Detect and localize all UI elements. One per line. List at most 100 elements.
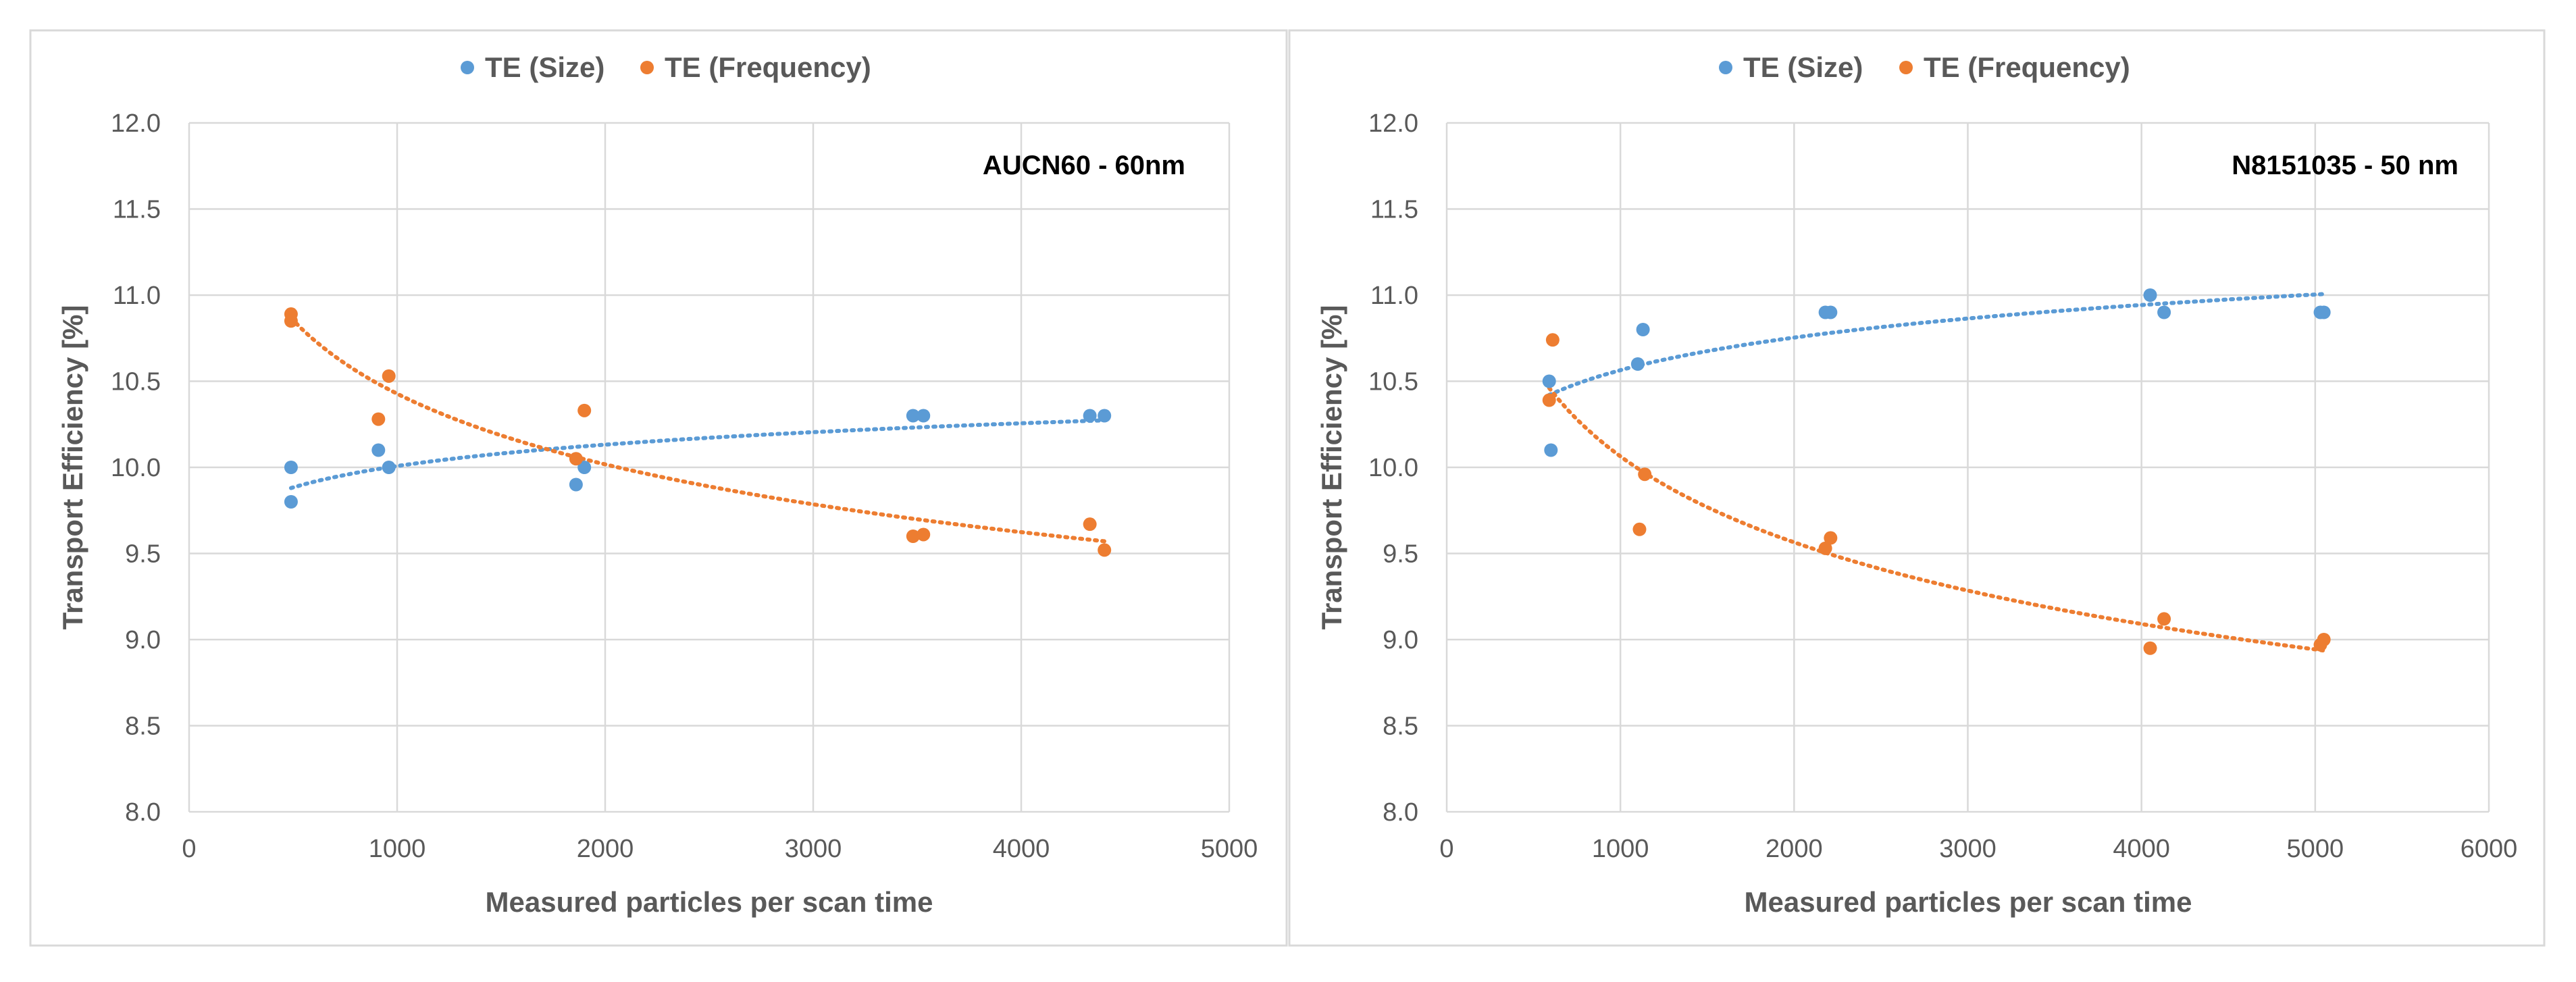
data-point-size [284, 495, 298, 509]
trendlines [1547, 292, 2326, 653]
y-axis-title: Transport Efficiency [%] [1316, 305, 1347, 630]
legend-marker-size [461, 61, 474, 74]
y-tick-label: 9.0 [1383, 626, 1418, 654]
y-tick-label: 8.0 [1383, 798, 1418, 827]
data-point-frequency [1098, 543, 1112, 557]
trendline-frequency [288, 316, 1107, 544]
chart-panel-n8151035: TE (Size) TE (Frequency) 8.0 8.5 9.0 9.5 10.… [1288, 29, 2546, 947]
legend-marker-size [1719, 61, 1732, 74]
data-point-size [569, 477, 583, 492]
data-point-size [1098, 409, 1112, 423]
x-tick-label: 6000 [2461, 835, 2518, 863]
data-point-frequency [1545, 333, 1560, 347]
data-point-frequency [906, 529, 920, 543]
legend: TE (Size) TE (Frequency) [1719, 51, 2130, 83]
data-point-size [1824, 305, 1838, 319]
x-axis-title: Measured particles per scan time [486, 886, 933, 918]
data-point-size [1544, 443, 1558, 457]
y-tick-label: 11.0 [1370, 282, 1418, 310]
gridlines [1445, 122, 2490, 813]
chart-frame [1288, 29, 2546, 947]
data-point-size [577, 461, 592, 474]
x-tick-label: 1000 [369, 835, 426, 863]
legend: TE (Size) TE (Frequency) [461, 51, 871, 83]
data-point-frequency [371, 412, 386, 426]
gridlines [188, 122, 1231, 813]
data-point-size [382, 461, 396, 474]
chart-frame [29, 29, 1288, 947]
x-tick-label: 2000 [577, 835, 634, 863]
x-tick-label: 5000 [2287, 835, 2344, 863]
x-tick-label: 3000 [1939, 835, 1997, 863]
data-point-size [371, 443, 386, 457]
trendline-size [288, 418, 1107, 490]
x-tick-label: 1000 [1592, 835, 1649, 863]
trendline-size [1547, 292, 2326, 397]
data-point-size [1630, 357, 1645, 371]
x-tick-label: 3000 [785, 835, 842, 863]
y-tick-label: 11.5 [113, 196, 161, 224]
x-tick-label: 2000 [1766, 835, 1823, 863]
x-tick-label: 0 [182, 835, 196, 863]
data-point-frequency [577, 403, 592, 417]
data-point-size [1083, 409, 1097, 423]
legend-label-size: TE (Size) [485, 51, 604, 83]
data-point-frequency [2157, 612, 2171, 626]
y-tick-label: 10.5 [111, 368, 161, 396]
x-axis-title: Measured particles per scan time [1745, 886, 2192, 918]
data-point-size [2143, 288, 2157, 302]
y-tick-label: 9.0 [125, 626, 161, 654]
chart-panel-aucn60: TE (Size) TE (Frequency) 8.0 8.5 9.0 9.5 10.… [29, 29, 1288, 947]
y-tick-label: 12.0 [111, 109, 161, 138]
data-point-frequency [1638, 467, 1652, 482]
x-tick-label: 5000 [1201, 835, 1258, 863]
legend-marker-frequency [1899, 61, 1913, 74]
data-points [1542, 288, 2331, 655]
legend-marker-frequency [640, 61, 654, 74]
data-point-size [1542, 374, 1556, 388]
tick-labels: 8.0 8.5 9.0 9.5 10.0 10.5 11.0 11.5 12.0 0 1000 200… [1368, 109, 2517, 863]
y-tick-label: 8.0 [125, 798, 161, 827]
y-tick-label: 9.5 [1383, 540, 1418, 569]
chart-annotation: AUCN60 - 60nm [983, 151, 1185, 180]
data-point-frequency [917, 527, 931, 542]
data-point-size [2317, 305, 2331, 319]
data-point-frequency [1818, 541, 1832, 555]
legend-label-frequency: TE (Frequency) [665, 51, 871, 83]
data-point-size [284, 461, 298, 474]
y-tick-label: 10.0 [1368, 454, 1418, 482]
data-point-frequency [1632, 522, 1647, 536]
data-point-frequency [1542, 393, 1556, 407]
data-points [284, 307, 1112, 557]
data-point-frequency [1824, 531, 1838, 545]
data-point-frequency [2143, 641, 2157, 655]
chart-annotation: N8151035 - 50 nm [2232, 151, 2458, 180]
y-tick-label: 10.5 [1368, 368, 1418, 396]
y-tick-label: 8.5 [125, 713, 161, 741]
legend-label-size: TE (Size) [1743, 51, 1863, 83]
x-tick-label: 4000 [2113, 835, 2170, 863]
x-tick-label: 0 [1439, 835, 1453, 863]
data-point-size [917, 409, 931, 423]
data-point-frequency [284, 314, 298, 328]
data-point-frequency [569, 452, 583, 466]
x-tick-label: 4000 [993, 835, 1050, 863]
data-point-size [906, 409, 920, 423]
data-point-frequency [2317, 633, 2331, 646]
y-tick-label: 11.0 [113, 282, 161, 310]
y-tick-label: 11.5 [1370, 196, 1418, 224]
trendlines [288, 316, 1107, 544]
data-point-frequency [382, 369, 396, 383]
y-tick-label: 12.0 [1368, 109, 1418, 138]
legend-label-frequency: TE (Frequency) [1924, 51, 2130, 83]
y-tick-label: 10.0 [111, 454, 161, 482]
tick-labels: 8.0 8.5 9.0 9.5 10.0 10.5 11.0 11.5 12.0 0 1000 200… [111, 109, 1258, 863]
trendline-frequency [1547, 386, 2326, 653]
data-point-size [1636, 323, 1650, 336]
y-axis-title: Transport Efficiency [%] [57, 305, 88, 630]
y-tick-label: 8.5 [1383, 713, 1418, 741]
y-tick-label: 9.5 [125, 540, 161, 569]
data-point-size [2157, 305, 2171, 319]
data-point-frequency [1083, 517, 1097, 532]
